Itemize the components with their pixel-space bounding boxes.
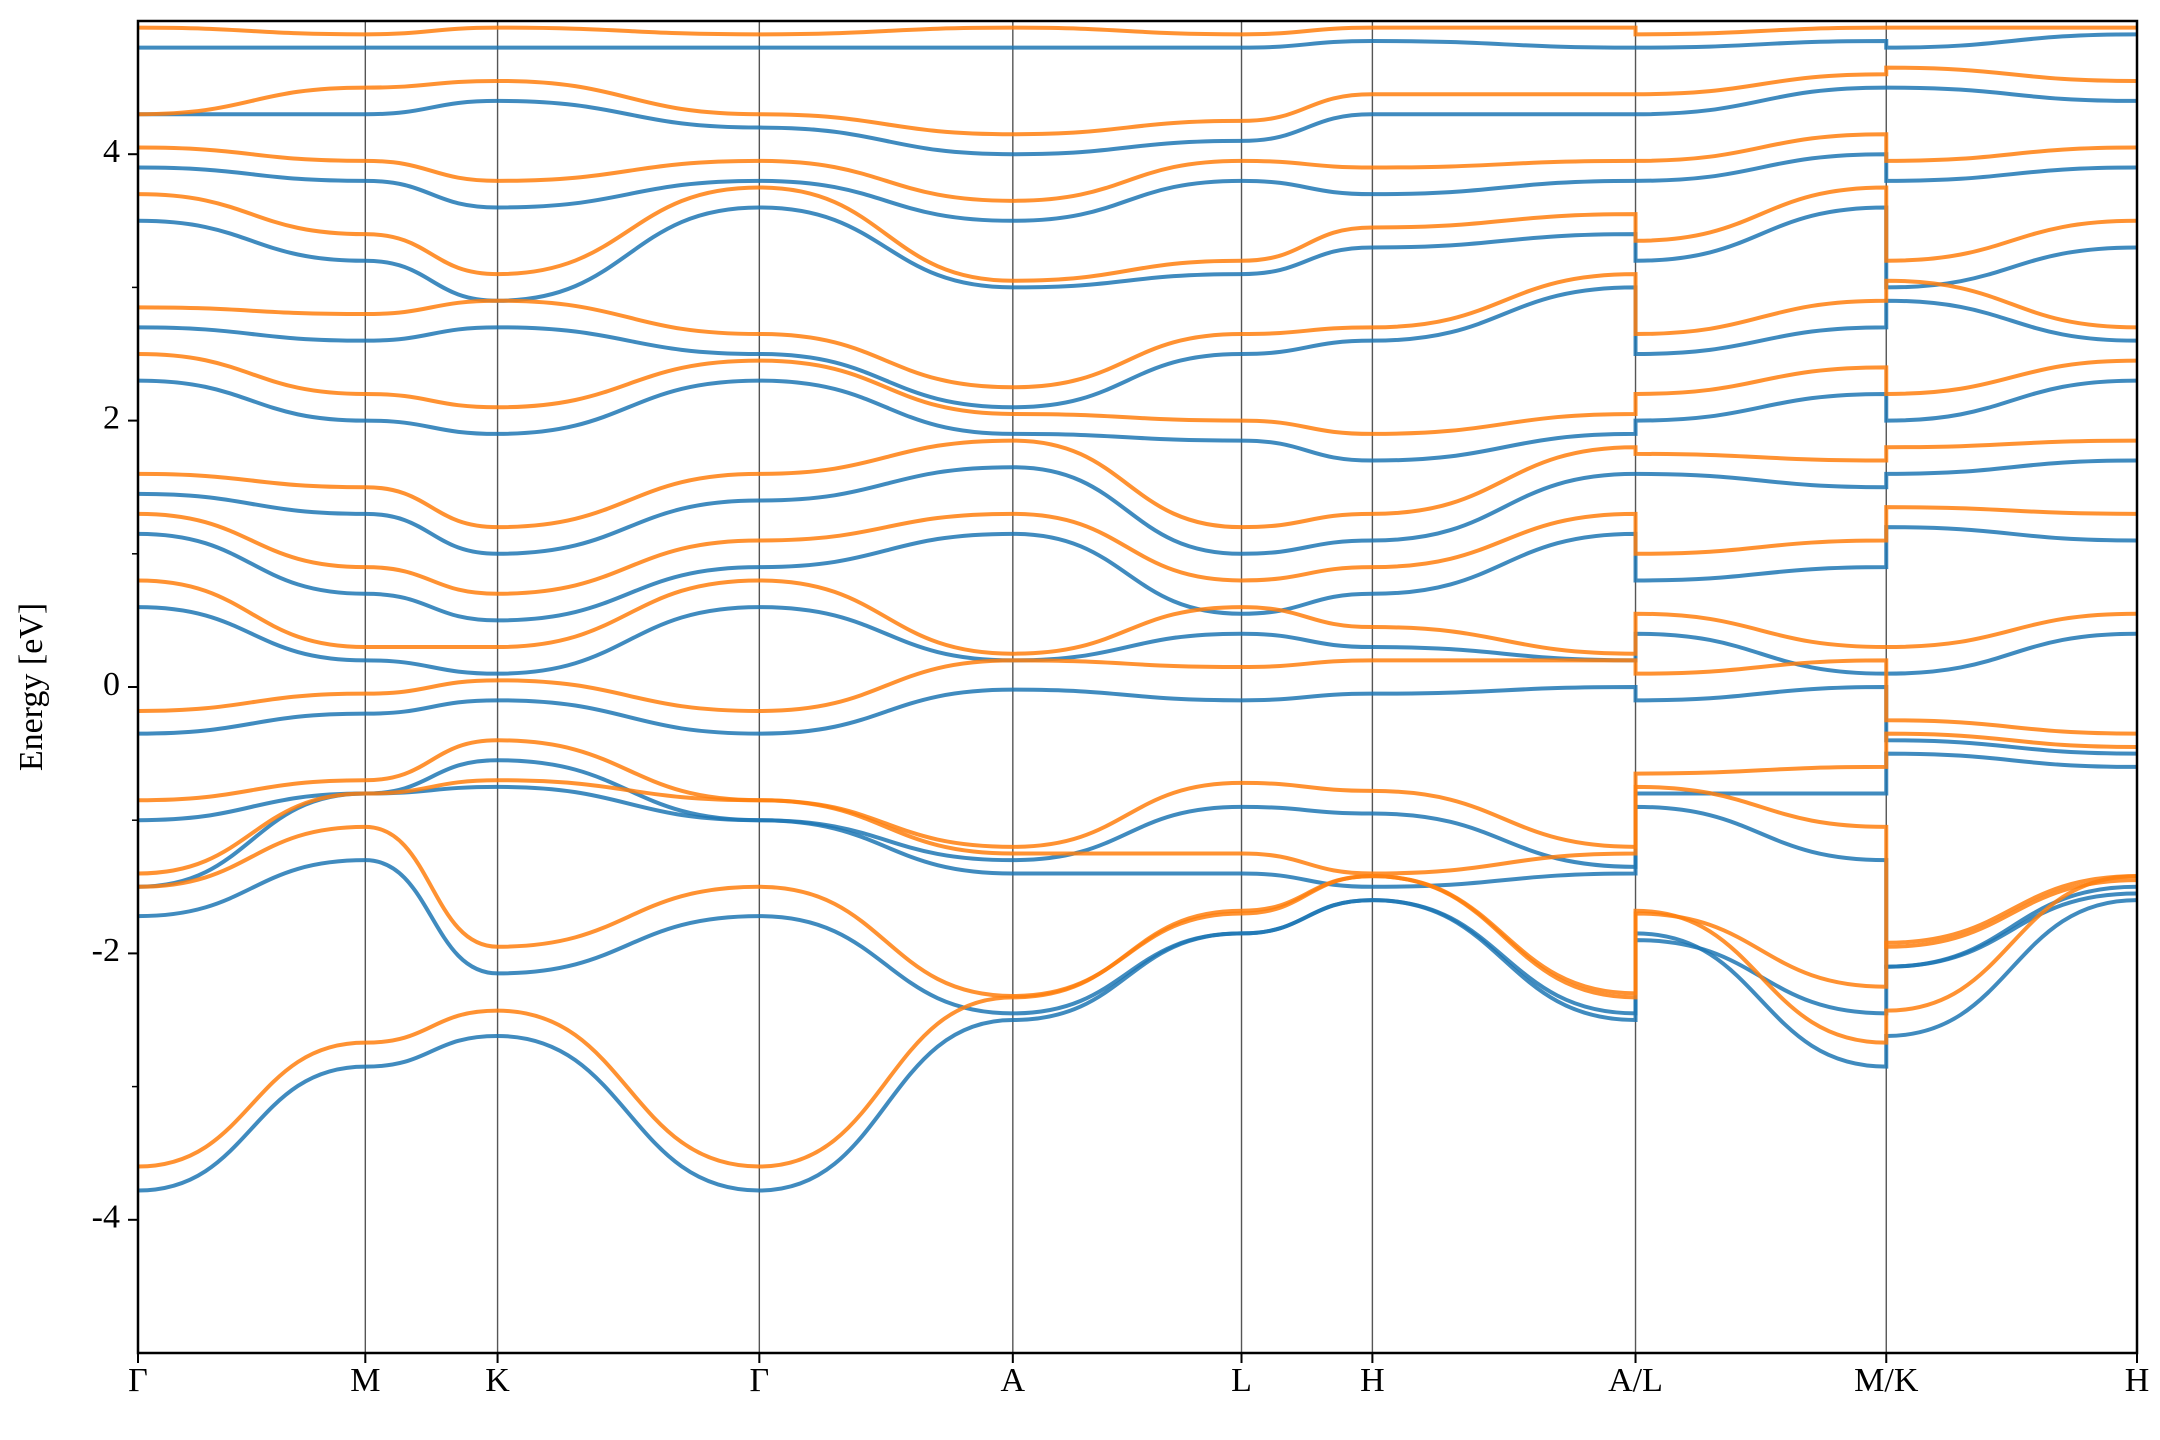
x-tick-label: Γ bbox=[750, 1362, 770, 1399]
band-line bbox=[138, 352, 2137, 436]
band-line bbox=[138, 458, 2137, 556]
x-tick-label: H bbox=[1360, 1362, 1385, 1399]
band-line bbox=[138, 272, 2137, 390]
band-line bbox=[138, 152, 2137, 223]
band-line bbox=[138, 85, 2137, 157]
bands bbox=[138, 25, 2137, 1193]
band-line bbox=[138, 285, 2137, 410]
band-line bbox=[138, 438, 2137, 530]
band-line bbox=[138, 605, 2137, 676]
band-line bbox=[138, 25, 2137, 37]
band-line bbox=[138, 65, 2137, 137]
band-line bbox=[138, 898, 2137, 1193]
x-tick-label: M bbox=[350, 1362, 380, 1399]
y-axis-label: Energy [eV] bbox=[13, 603, 50, 771]
band-line bbox=[138, 578, 2137, 656]
y-tick-label: 4 bbox=[103, 133, 120, 170]
x-tick-label: M/K bbox=[1854, 1362, 1919, 1399]
y-tick-label: 2 bbox=[103, 399, 120, 436]
band-line bbox=[138, 505, 2137, 596]
band-line bbox=[138, 874, 2137, 1169]
band-line bbox=[138, 858, 2137, 1016]
band-line bbox=[138, 525, 2137, 623]
y-tick-label: 0 bbox=[103, 666, 120, 703]
band-line bbox=[138, 378, 2137, 463]
x-tick-label: A bbox=[1001, 1362, 1026, 1399]
band-line bbox=[138, 658, 2137, 736]
band-line bbox=[138, 778, 2137, 949]
band-line bbox=[138, 132, 2137, 203]
x-tick-label: A/L bbox=[1608, 1362, 1663, 1399]
x-tick-label: H bbox=[2125, 1362, 2150, 1399]
x-tick-label: L bbox=[1231, 1362, 1252, 1399]
y-tick-label: -2 bbox=[92, 932, 120, 969]
band-line bbox=[138, 731, 2137, 849]
x-tick-label: Γ bbox=[128, 1362, 148, 1399]
plot-frame bbox=[136, 19, 2139, 1355]
band-line bbox=[138, 784, 2137, 969]
band-line bbox=[138, 751, 2137, 869]
band-line bbox=[138, 205, 2137, 303]
band-line bbox=[138, 32, 2137, 50]
y-tick-label: -4 bbox=[92, 1199, 120, 1236]
axes: Γ M K Γ A L H A/L M/K H -4 -2 0 2 4 bbox=[92, 19, 2150, 1399]
band-line bbox=[138, 684, 2137, 756]
band-line bbox=[138, 824, 2137, 999]
band-line bbox=[138, 185, 2137, 283]
x-tick-label: K bbox=[485, 1362, 510, 1399]
